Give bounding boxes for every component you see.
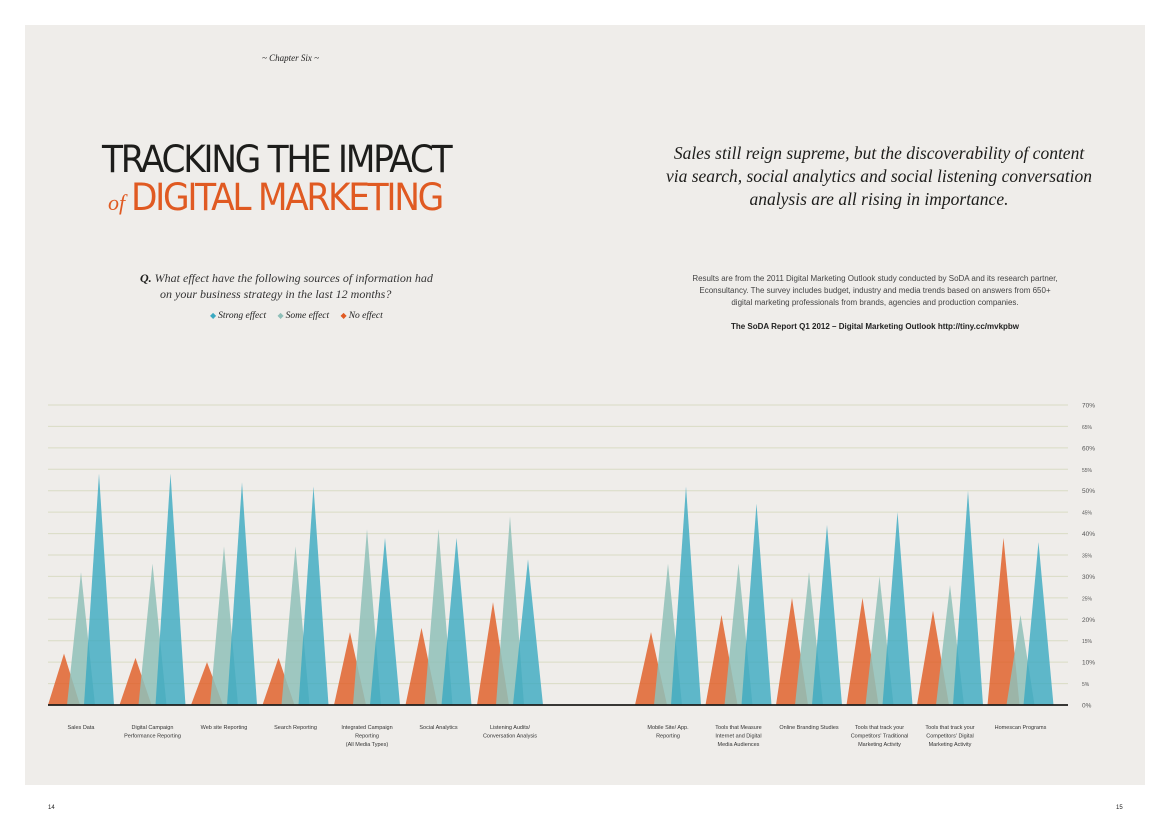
legend-none-label: No effect [348,311,383,321]
peak-strong [1023,542,1054,705]
y-tick-label: 50% [1082,488,1095,495]
y-tick-label: 15% [1082,639,1093,645]
category-label: (All Media Types) [346,742,389,748]
peak-some [496,516,524,705]
legend-some-label: Some effect [285,311,330,321]
category-label: Competitors' Traditional [851,734,909,740]
legend-strong: ◆ Strong effect [210,311,266,321]
category-label: Web site Reporting [201,725,248,731]
diamond-icon: ◆ [277,311,284,320]
peak-strong [84,473,114,705]
legend-strong-label: Strong effect [218,311,267,321]
diamond-icon: ◆ [340,311,347,320]
diamond-icon: ◆ [210,311,217,320]
category-label: Tools that track your [925,725,974,731]
source-reference: The SoDA Report Q1 2012 – Digital Market… [730,322,1020,331]
y-tick-label: 60% [1082,445,1095,452]
category-label: Mobile Site/ App. [647,725,689,731]
y-tick-label: 55% [1082,468,1093,474]
peak-strong [741,503,772,705]
category-label: Marketing Activity [929,742,972,748]
y-tick-label: 5% [1082,682,1090,688]
peak-strong [441,537,472,705]
title-of: of [108,190,126,215]
y-tick-label: 0% [1082,703,1092,710]
chart-legend: ◆ Strong effect ◆ Some effect ◆ No effect [210,311,392,321]
category-label: Marketing Activity [858,742,901,748]
category-label: Conversation Analysis [483,734,537,740]
y-tick-label: 40% [1082,531,1095,538]
category-label: Reporting [656,734,680,740]
category-label: Competitors' Digital [926,734,974,740]
title-line-2: of DIGITAL MARKETING [108,176,465,219]
category-label: Media Audiences [718,742,760,748]
page-number-right: 15 [1116,805,1123,811]
y-tick-label: 20% [1082,617,1095,624]
category-label: Tools that track your [855,725,904,731]
category-label: Homescan Programs [995,725,1047,731]
y-tick-label: 35% [1082,554,1093,560]
legend-some: ◆ Some effect [277,311,329,321]
peak-strong [155,473,186,705]
y-tick-label: 65% [1082,425,1093,431]
peak-strong [671,486,701,705]
legend-none: ◆ No effect [341,311,383,321]
title-line-1: TRACKING THE IMPACT [102,138,453,181]
y-tick-label: 25% [1082,596,1093,602]
survey-question: Q. What effect have the following source… [140,270,460,302]
category-label: Tools that Measure [715,725,761,731]
peak-strong [513,559,543,705]
peak-strong [812,525,842,705]
category-label: Reporting [355,734,379,740]
question-line-1: What effect have the following sources o… [154,271,433,285]
category-label: Internet and Digital [715,734,761,740]
y-tick-label: 45% [1082,511,1093,517]
peak-strong [953,490,983,705]
y-tick-label: 70% [1082,403,1095,410]
page-number-left: 14 [48,805,55,811]
peak-strong [882,512,913,705]
category-label: Digital Campaign [132,725,174,731]
y-tick-label: 30% [1082,574,1095,581]
y-tick-label: 10% [1082,660,1095,667]
peak-none [987,537,1020,705]
category-label: Performance Reporting [124,734,181,740]
title-digital-marketing: DIGITAL MARKETING [131,176,444,219]
peak-strong [298,486,329,705]
peak-strong [370,537,400,705]
category-label: Listening Audits/ [490,725,531,731]
peak-strong [227,482,257,705]
category-label: Integrated Campaign [341,725,392,731]
question-line-2: on your business strategy in the last 12… [160,287,392,301]
chapter-label: ~ Chapter Six ~ [262,53,319,63]
category-label: Online Branding Studies [779,725,839,731]
category-label: Social Analytics [419,725,457,731]
question-mark: Q. [140,271,152,285]
category-label: Search Reporting [274,725,317,731]
source-description: Results are from the 2011 Digital Market… [692,274,1058,307]
tagline: Sales still reign supreme, but the disco… [665,143,1093,209]
category-label: Sales Data [68,725,96,731]
